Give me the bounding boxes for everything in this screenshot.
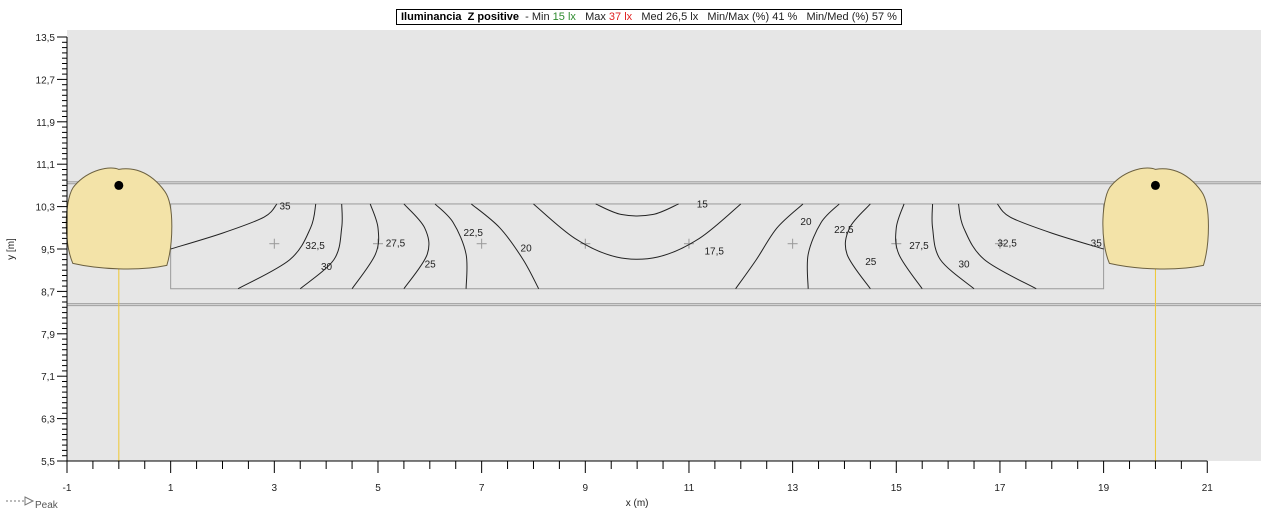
luminaire-distribution xyxy=(1102,167,1209,270)
y-tick-label: 9,5 xyxy=(41,245,55,256)
title-surface: Z positive xyxy=(467,11,519,23)
isoline xyxy=(735,203,804,290)
isoline-label: 25 xyxy=(865,257,877,268)
x-tick-label: 11 xyxy=(684,483,695,494)
x-tick-label: 15 xyxy=(891,483,903,494)
isoline xyxy=(931,203,975,290)
isoline-label: 27,5 xyxy=(909,241,929,252)
minmax-value: 41 % xyxy=(772,11,798,23)
max-value: 37 lx xyxy=(608,11,633,23)
isoline-label: 22,5 xyxy=(464,228,484,239)
x-tick-label: 13 xyxy=(787,483,799,494)
isoline xyxy=(996,203,1104,250)
luminaire-marker xyxy=(114,180,124,190)
x-tick-label: 1 xyxy=(168,483,174,494)
med-value: 26,5 lx xyxy=(665,11,699,23)
y-tick-label: 10,3 xyxy=(36,203,56,214)
grid-point xyxy=(476,238,487,249)
min-value: 15 lx xyxy=(552,11,576,23)
y-tick-label: 7,1 xyxy=(41,372,55,383)
y-tick-label: 11,1 xyxy=(36,160,55,171)
isoline xyxy=(533,203,742,260)
max-label: Max xyxy=(585,11,606,23)
x-axis-label: x (m) xyxy=(626,498,649,509)
isoline xyxy=(957,203,1037,290)
y-tick-label: 7,9 xyxy=(41,330,55,341)
x-tick-label: 21 xyxy=(1202,483,1214,494)
isoline-label: 27,5 xyxy=(386,238,406,249)
isoline xyxy=(170,203,278,250)
y-tick-label: 8,7 xyxy=(41,287,55,298)
isoline-label: 22,5 xyxy=(834,225,854,236)
x-tick-label: 5 xyxy=(375,483,381,494)
luminaire-distribution xyxy=(65,167,173,270)
isoline-label: 35 xyxy=(280,201,292,212)
isoline-label: 30 xyxy=(321,262,333,273)
isoline-label: 35 xyxy=(1091,238,1103,249)
isoline-label: 17,5 xyxy=(705,246,725,257)
isoline-label: 20 xyxy=(800,217,812,228)
title-separator: - xyxy=(525,11,529,23)
peak-label: Peak xyxy=(35,500,58,511)
isoline-label: 15 xyxy=(697,200,709,211)
isoline-label: 30 xyxy=(958,260,970,271)
isoline xyxy=(470,203,540,289)
isoline xyxy=(806,203,840,289)
x-tick-label: 19 xyxy=(1098,483,1110,494)
y-tick-label: 6,3 xyxy=(41,415,55,426)
isoline xyxy=(403,203,430,290)
peak-legend: Peak xyxy=(6,494,58,511)
grid-point xyxy=(580,238,591,249)
plot-background xyxy=(67,30,1261,461)
x-tick-label: -1 xyxy=(63,483,72,494)
x-tick-label: 17 xyxy=(994,483,1006,494)
x-tick-label: 9 xyxy=(583,483,589,494)
title-name: Iluminancia xyxy=(401,11,462,23)
med-label: Med xyxy=(641,11,663,23)
arrow-icon xyxy=(6,496,35,506)
y-tick-label: 5,5 xyxy=(41,457,55,468)
grid-point xyxy=(787,238,798,249)
isoline xyxy=(237,203,317,290)
isoline xyxy=(895,203,923,290)
grid-point xyxy=(994,238,1005,249)
isoline xyxy=(351,203,380,290)
x-tick-label: 3 xyxy=(272,483,278,494)
isoline xyxy=(844,203,871,290)
minmed-label: Min/Med (%) xyxy=(806,11,869,23)
grid-point xyxy=(269,238,280,249)
y-tick-label: 13,5 xyxy=(36,33,56,44)
isoline-label: 32,5 xyxy=(305,241,325,252)
min-label: Min xyxy=(531,11,550,23)
y-axis-label: y [m] xyxy=(6,238,17,260)
luminaire-marker xyxy=(1150,180,1160,190)
chart-title: Iluminancia Z positive - Min 15 lx Max 3… xyxy=(396,9,902,25)
x-tick-label: 7 xyxy=(479,483,485,494)
minmed-value: 57 % xyxy=(871,11,897,23)
isoline-label: 32,5 xyxy=(997,238,1017,249)
isoline xyxy=(299,203,343,290)
minmax-label: Min/Max (%) xyxy=(707,11,770,23)
isoline xyxy=(434,203,468,289)
isoline-label: 25 xyxy=(425,260,437,271)
isoline xyxy=(595,203,679,217)
y-tick-label: 12,7 xyxy=(36,75,56,86)
isoline-label: 20 xyxy=(521,244,533,255)
grid-point xyxy=(683,238,694,249)
y-tick-label: 11,9 xyxy=(36,118,55,129)
